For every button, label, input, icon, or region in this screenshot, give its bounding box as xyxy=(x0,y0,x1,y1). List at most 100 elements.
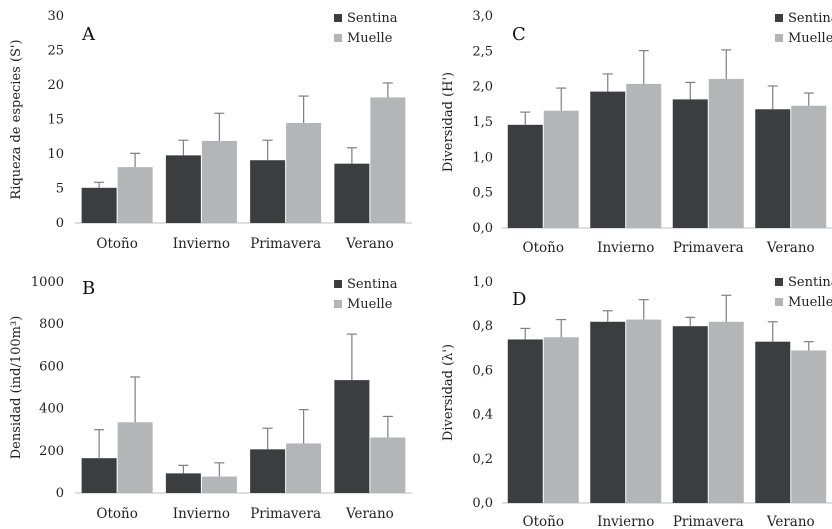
legend-swatch xyxy=(334,300,342,308)
bar-sentina-invierno xyxy=(165,473,201,493)
bar-sentina-primavera xyxy=(250,449,286,493)
x-tick-label: Otoño xyxy=(96,506,137,522)
y-tick-label: 0,4 xyxy=(472,408,493,423)
bar-muelle-primavera xyxy=(708,321,744,503)
x-tick-label: Primavera xyxy=(250,236,321,252)
y-tick-label: 400 xyxy=(39,402,64,417)
panel-letter: A xyxy=(81,24,96,45)
legend-swatch xyxy=(775,298,783,306)
y-tick-label: 0,0 xyxy=(472,221,493,236)
y-tick-label: 1,5 xyxy=(472,115,493,130)
x-tick-label: Invierno xyxy=(173,506,230,522)
bar-muelle-verano xyxy=(791,105,827,228)
bar-sentina-invierno xyxy=(590,91,626,228)
y-tick-label: 0 xyxy=(56,216,64,231)
bar-muelle-invierno xyxy=(626,319,662,503)
bar-sentina-otoño xyxy=(507,124,543,228)
bar-muelle-verano xyxy=(791,350,827,503)
y-axis-label: Diversidad (λ') xyxy=(441,344,456,441)
x-tick-label: Verano xyxy=(766,240,815,256)
x-tick-label: Primavera xyxy=(250,506,321,522)
y-tick-label: 30 xyxy=(47,9,64,24)
legend-swatch xyxy=(334,280,342,288)
legend-label: Sentina xyxy=(788,275,832,290)
bar-sentina-verano xyxy=(334,163,370,223)
bar-sentina-invierno xyxy=(165,155,201,223)
y-tick-label: 200 xyxy=(39,444,64,459)
legend-swatch xyxy=(334,14,342,22)
x-tick-label: Invierno xyxy=(173,236,230,252)
panel-letter: C xyxy=(512,24,526,45)
bar-sentina-verano xyxy=(755,109,791,228)
x-tick-label: Verano xyxy=(345,506,394,522)
y-tick-label: 2,0 xyxy=(472,80,493,95)
y-axis-label: Riqueza de especies (S') xyxy=(9,39,24,199)
x-tick-label: Primavera xyxy=(673,240,744,256)
bar-muelle-otoño xyxy=(543,110,579,228)
panel-letter: B xyxy=(82,278,95,299)
legend-swatch xyxy=(775,14,783,22)
legend-label: Sentina xyxy=(347,277,398,292)
panel-B: 0 200 400 600 800 1000 Densidad (ind/100m³) B Ot… xyxy=(9,275,412,522)
bar-muelle-otoño xyxy=(543,337,579,503)
legend-label: Muelle xyxy=(347,31,393,46)
panel-A: 0 5 10 15 20 25 30 Riqueza de especies (S') A Oto… xyxy=(9,9,412,252)
legend-label: Muelle xyxy=(347,297,393,312)
bar-sentina-otoño xyxy=(81,187,117,223)
panel-letter: D xyxy=(512,289,526,310)
y-tick-label: 0,0 xyxy=(472,496,493,511)
y-tick-label: 1,0 xyxy=(472,275,493,290)
y-axis-label: Densidad (ind/100m³) xyxy=(9,316,24,460)
panel-D: 0,0 0,2 0,4 0,6 0,8 1,0 Diversidad (λ') D Otoño I… xyxy=(441,275,832,529)
x-tick-label: Otoño xyxy=(523,514,564,529)
legend-label: Sentina xyxy=(347,11,398,26)
legend-label: Sentina xyxy=(788,11,832,26)
x-tick-label: Otoño xyxy=(523,240,564,256)
legend-label: Muelle xyxy=(788,31,832,46)
bar-muelle-verano xyxy=(370,97,406,223)
legend-label: Muelle xyxy=(788,295,832,310)
y-tick-label: 0,6 xyxy=(472,363,493,378)
y-tick-label: 15 xyxy=(47,113,64,128)
legend-swatch xyxy=(775,278,783,286)
y-tick-label: 800 xyxy=(39,317,64,332)
y-tick-label: 0 xyxy=(56,486,64,501)
bar-muelle-verano xyxy=(370,437,406,493)
x-tick-label: Verano xyxy=(766,514,815,529)
panel-C: 0,0 0,5 1,0 1,5 2,0 2,5 3,0 Diversidad (H') C Oto… xyxy=(441,9,832,256)
bar-sentina-primavera xyxy=(672,99,708,229)
y-tick-label: 0,2 xyxy=(472,452,493,467)
y-tick-label: 1000 xyxy=(31,275,64,290)
y-tick-label: 1,0 xyxy=(472,150,493,165)
y-tick-label: 0,8 xyxy=(472,319,493,334)
x-tick-label: Invierno xyxy=(597,240,654,256)
bar-muelle-otoño xyxy=(117,167,153,223)
x-tick-label: Primavera xyxy=(673,514,744,529)
bar-muelle-primavera xyxy=(286,122,322,223)
bar-sentina-otoño xyxy=(81,458,117,493)
x-tick-label: Otoño xyxy=(96,236,137,252)
bar-muelle-primavera xyxy=(286,443,322,493)
bar-sentina-invierno xyxy=(590,321,626,503)
bar-sentina-verano xyxy=(755,341,791,503)
bar-sentina-verano xyxy=(334,380,370,493)
legend-swatch xyxy=(334,34,342,42)
y-tick-label: 25 xyxy=(47,44,64,59)
y-tick-label: 600 xyxy=(39,359,64,374)
bar-muelle-primavera xyxy=(708,78,744,228)
y-tick-label: 20 xyxy=(47,78,64,93)
bar-muelle-invierno xyxy=(201,140,237,223)
y-tick-label: 5 xyxy=(56,182,64,197)
x-tick-label: Verano xyxy=(345,236,394,252)
bar-muelle-invierno xyxy=(201,476,237,493)
bar-sentina-primavera xyxy=(672,326,708,503)
x-tick-label: Invierno xyxy=(597,514,654,529)
bar-sentina-otoño xyxy=(507,339,543,503)
legend-swatch xyxy=(775,34,783,42)
y-tick-label: 0,5 xyxy=(472,186,493,201)
bar-sentina-primavera xyxy=(250,160,286,223)
y-tick-label: 3,0 xyxy=(472,9,493,24)
y-tick-label: 10 xyxy=(47,147,64,162)
bar-muelle-invierno xyxy=(626,83,662,228)
y-axis-label: Diversidad (H') xyxy=(441,72,456,172)
